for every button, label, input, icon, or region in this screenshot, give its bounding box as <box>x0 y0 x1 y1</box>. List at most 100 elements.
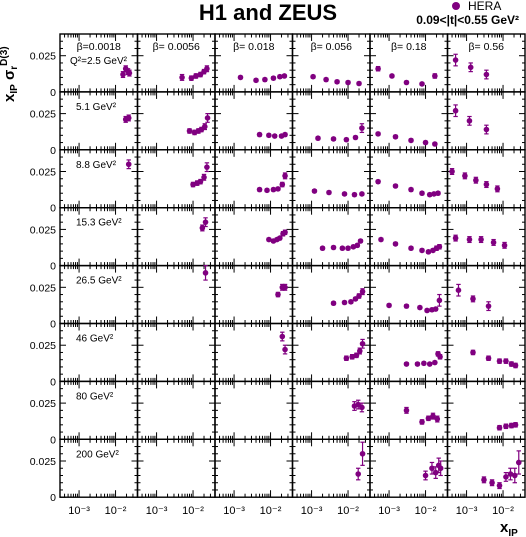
data-point <box>349 353 355 360</box>
legend-label-hera: HERA <box>468 0 501 13</box>
panel-ticks <box>447 149 526 209</box>
data-point <box>179 74 185 81</box>
data-point <box>403 303 410 309</box>
svg-text:xIP: xIP <box>500 519 518 537</box>
data-point <box>462 173 468 179</box>
data-point <box>279 333 286 340</box>
data-point <box>193 73 199 79</box>
data-point <box>501 242 508 249</box>
panel-frame <box>446 149 526 209</box>
data-point <box>452 235 459 241</box>
data-point <box>282 229 288 236</box>
data-point <box>237 74 244 81</box>
panel-grid <box>59 33 526 498</box>
data-panel <box>422 457 444 481</box>
panel-ticks <box>292 91 371 151</box>
data-point <box>511 472 518 479</box>
data-panel <box>202 265 209 281</box>
data-point <box>512 362 519 369</box>
data-panel <box>315 123 365 143</box>
panel-frame <box>59 264 139 325</box>
data-point <box>348 298 354 305</box>
data-point <box>282 284 288 291</box>
data-point <box>392 241 399 247</box>
beta-label: β=0.0018 <box>77 41 121 53</box>
y-axis-label: xIP σrD(3) <box>0 46 20 102</box>
panel-frame <box>446 322 526 383</box>
data-panel <box>186 113 211 136</box>
data-point <box>424 307 430 314</box>
data-point <box>432 73 438 79</box>
y-tick-label: 0.025 <box>30 340 56 352</box>
data-point <box>470 349 476 356</box>
axis-tick-labels: 0 0.025 0 0.025 0 0.025 0 0.025 0 0.025 0 0.025 0 0.0… <box>30 51 515 517</box>
q2-label: 5.1 GeV² <box>76 102 117 113</box>
data-point <box>202 219 209 225</box>
panel-ticks <box>447 380 526 440</box>
panel-ticks <box>447 438 526 498</box>
data-point <box>310 73 316 80</box>
data-point <box>473 177 479 183</box>
data-point <box>485 355 492 362</box>
data-point <box>489 479 495 486</box>
panel-ticks <box>214 91 293 151</box>
x-tick-label: 10⁻² <box>260 505 282 517</box>
data-point <box>202 270 209 276</box>
data-point <box>126 70 133 76</box>
x-tick-label: 10⁻² <box>492 505 514 517</box>
data-point <box>326 189 332 196</box>
data-point <box>277 235 283 241</box>
data-point <box>341 191 348 197</box>
x-tick-label: 10⁻² <box>415 505 437 517</box>
data-point <box>330 244 337 251</box>
data-point <box>125 115 132 121</box>
data-point <box>315 135 321 142</box>
data-point <box>496 358 503 364</box>
data-point <box>359 288 366 295</box>
panel-ticks <box>369 265 448 324</box>
q2-label: 26.5 GeV² <box>76 276 122 287</box>
data-point <box>485 303 492 309</box>
data-point <box>204 164 210 170</box>
data-point <box>434 416 441 422</box>
y-tick-label: 0 <box>50 376 56 388</box>
data-point <box>437 465 444 472</box>
y-tick-label: 0 <box>50 434 56 446</box>
x-tick-label: 10⁻² <box>105 505 127 517</box>
data-point <box>496 482 503 489</box>
data-point <box>343 355 350 362</box>
panel-frame <box>369 206 449 267</box>
data-point <box>425 415 432 422</box>
data-point <box>386 302 392 309</box>
data-point <box>277 73 283 80</box>
x-tick-label: 10⁻³ <box>68 505 90 517</box>
data-point <box>503 423 509 430</box>
t-range-label: 0.09<|t|<0.55 GeV² <box>416 13 519 27</box>
legend: HERA <box>452 0 501 13</box>
data-point <box>470 296 476 302</box>
y-tick-label: 0 <box>50 319 56 331</box>
panel-frame <box>446 380 526 440</box>
q2-label: 15.3 GeV² <box>76 218 122 229</box>
y-tick-label: 0.025 <box>30 398 56 410</box>
x-tick-label: 10⁻³ <box>378 505 400 517</box>
y-tick-label: 0.025 <box>30 456 56 468</box>
panel-ticks <box>59 265 138 324</box>
data-panel <box>120 65 133 79</box>
panel-ticks <box>137 323 216 382</box>
panel-ticks <box>59 380 138 440</box>
panel-frame <box>446 264 526 325</box>
x-tick-label: 10⁻² <box>337 505 359 517</box>
panel-ticks <box>214 380 293 440</box>
data-point <box>186 128 193 134</box>
data-point <box>483 181 490 188</box>
data-point <box>507 471 514 477</box>
data-point <box>282 131 288 138</box>
data-point <box>408 245 414 252</box>
panel-frame <box>59 149 139 209</box>
data-panel <box>403 351 443 367</box>
data-panel <box>386 293 443 314</box>
data-point <box>483 126 490 133</box>
panel-frame <box>214 91 294 151</box>
